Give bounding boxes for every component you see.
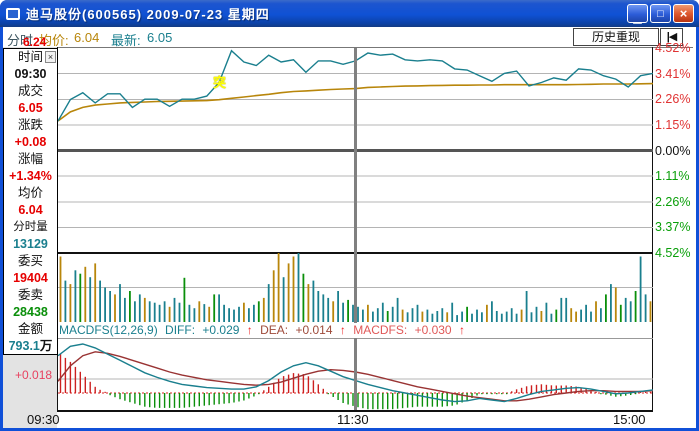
info-row-value: +0.08 <box>14 135 47 149</box>
macd-label: MACDFS: <box>353 323 408 337</box>
info-row-value: 19404 <box>13 271 48 285</box>
minimize-button[interactable]: ▁ <box>627 4 648 24</box>
info-row-label: 时间 <box>17 50 43 64</box>
maximize-button[interactable]: □ <box>650 4 671 23</box>
last-price-label: 最新: <box>111 33 141 48</box>
right-axis-label: 4.52% <box>655 41 691 55</box>
macd-indicator-readout: MACDFS(12,26,9) DIFF: +0.029 ↑ DEA: +0.0… <box>59 323 649 338</box>
panel-close-icon[interactable]: × <box>45 51 56 63</box>
info-row-value: 6.05 <box>18 101 43 115</box>
minimize-icon: ▁ <box>633 12 642 24</box>
info-row-value-suffix: 万 <box>39 339 53 353</box>
time-label-open: 09:30 <box>27 412 60 427</box>
close-button[interactable]: × <box>673 4 694 23</box>
diff-up-arrow-icon: ↑ <box>246 323 253 337</box>
top-price-label: 6.24 <box>23 35 47 49</box>
right-axis-label: 2.26% <box>655 194 691 209</box>
diff-value: +0.029 <box>202 323 240 337</box>
avg-price-label: 均价: <box>39 33 69 48</box>
info-row-label: 均价 <box>17 186 43 200</box>
last-price-value: 6.05 <box>147 30 173 45</box>
info-row-label: 涨跌 <box>17 118 43 132</box>
noon-divider-line <box>354 48 357 410</box>
title-bar[interactable]: 迪马股份(600565) 2009-07-23 星期四 ▁ □ × <box>0 0 699 27</box>
chart-top-border <box>57 47 693 48</box>
right-axis-label: 1.11% <box>655 169 690 184</box>
window-title: 迪马股份(600565) 2009-07-23 星期四 <box>26 7 270 22</box>
info-row-label: 委买 <box>17 254 43 268</box>
macd-value: +0.030 <box>414 323 452 337</box>
breakout-annotation: 突 <box>213 75 227 90</box>
maximize-icon: □ <box>657 7 664 20</box>
info-row-value: 13129 <box>13 237 48 251</box>
chart-bottom-border <box>57 410 653 412</box>
dea-up-arrow-icon: ↑ <box>339 323 346 337</box>
diff-label: DIFF: <box>165 323 196 337</box>
info-row-label: 成交 <box>17 84 43 98</box>
right-axis-label: 2.26% <box>655 92 691 107</box>
dea-value: +0.014 <box>295 323 333 337</box>
right-axis-label: 1.15% <box>655 117 691 132</box>
close-icon: × <box>679 6 688 21</box>
history-replay-button[interactable]: 历史重现 <box>573 28 659 46</box>
macd-formula: MACDFS(12,26,9) <box>59 323 158 337</box>
right-axis-label: 0.00% <box>655 143 691 158</box>
info-row-value: 09:30 <box>14 67 47 81</box>
info-row-label: 委卖 <box>17 288 43 302</box>
right-axis-label: 3.41% <box>655 66 691 81</box>
info-row-value: 6.04 <box>18 203 43 217</box>
chart-mode-label: 分时 <box>7 33 34 48</box>
time-label-close: 15:00 <box>613 412 646 427</box>
info-row-value: +1.34% <box>9 169 52 183</box>
info-row-label: 分时量 <box>13 221 48 233</box>
jump-to-start-icon[interactable]: |◀ <box>660 28 683 46</box>
info-row-label: 涨幅 <box>17 152 43 166</box>
info-row-value: 793.1万 <box>8 339 53 353</box>
right-axis-label: 4.52% <box>655 246 691 260</box>
macd-up-arrow-icon: ↑ <box>458 323 465 337</box>
main-content: 分时 均价: 6.04 最新: 6.05 历史重现 |◀ 突 6.24 +0.0… <box>3 27 696 428</box>
right-axis-label: 3.37% <box>655 220 691 235</box>
avg-price-value: 6.04 <box>74 30 100 45</box>
chart-right-border <box>652 47 653 412</box>
window-icon[interactable] <box>6 7 20 20</box>
time-label-noon: 11:30 <box>337 412 369 427</box>
info-row-value: 28438 <box>13 305 48 319</box>
macd-grid-label: +0.018 <box>15 368 53 382</box>
info-row-label: 金额 <box>17 322 43 336</box>
dea-label: DEA: <box>260 323 289 337</box>
quote-info-panel: 时间 09:30 成交 6.05 涨跌 +0.08 涨幅 +1.34% 均价 6.04 分时量 131… <box>3 48 58 355</box>
